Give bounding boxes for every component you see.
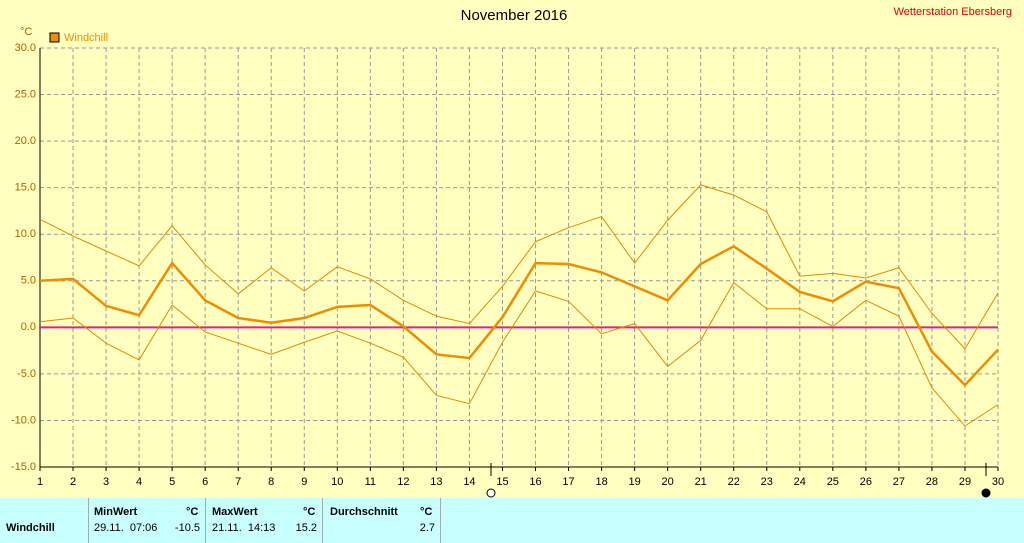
table-cell: [0, 498, 89, 543]
y-tick-label: 30.0: [15, 42, 36, 54]
x-tick-label: 8: [268, 476, 274, 488]
x-tick-label: 21: [695, 476, 707, 488]
legend-swatch: [49, 32, 60, 43]
table-header: Durchschnitt: [330, 506, 398, 518]
x-tick-label: 10: [331, 476, 343, 488]
y-tick-label: -10.0: [11, 414, 36, 426]
x-tick-label: 14: [463, 476, 475, 488]
background: [0, 0, 1024, 498]
y-tick-label: -15.0: [11, 461, 36, 473]
series-line: [39, 281, 999, 427]
legend-label: Windchill: [64, 32, 108, 44]
x-tick-label: 23: [761, 476, 773, 488]
x-tick-label: 18: [595, 476, 607, 488]
series-line: [39, 184, 999, 350]
x-tick-label: 24: [794, 476, 806, 488]
table-cell-text: 15.2: [295, 522, 317, 534]
x-tick-label: 17: [562, 476, 574, 488]
y-tick-label: 10.0: [15, 228, 36, 240]
y-tick-label: 5.0: [21, 275, 36, 287]
x-tick-label: 16: [529, 476, 541, 488]
x-tick-label: 20: [662, 476, 674, 488]
x-tick-label: 11: [365, 476, 376, 488]
table-header: °C: [303, 506, 316, 518]
y-tick-label: 25.0: [15, 88, 36, 100]
y-tick-label: 20.0: [15, 135, 36, 147]
x-tick-label: 4: [136, 476, 142, 488]
x-tick-label: 13: [430, 476, 442, 488]
table-cell: [88, 498, 206, 543]
x-tick-label: 6: [202, 476, 208, 488]
y-tick-label: -5.0: [17, 368, 36, 380]
x-tick-label: 19: [628, 476, 640, 488]
x-tick-label: 1: [37, 476, 43, 488]
chart-title: November 2016: [461, 7, 568, 24]
table-cell: [205, 498, 323, 543]
station-name: Wetterstation Ebersberg: [894, 6, 1012, 18]
y-tick-label: 15.0: [15, 182, 36, 194]
x-tick-label: 26: [860, 476, 872, 488]
stats-table: MinWert °C MaxWert °C Durchschnitt °C Wi…: [0, 498, 1024, 543]
x-tick-label: 30: [992, 476, 1004, 488]
table-cell-text: 2.7: [419, 522, 435, 534]
series-line: [39, 244, 999, 387]
x-tick-label: 22: [728, 476, 740, 488]
table-header: MinWert: [94, 506, 138, 518]
moon-symbol: [981, 488, 991, 498]
x-tick-label: 7: [235, 476, 241, 488]
table-cell-text: 29.11. 07:06: [94, 522, 158, 534]
x-tick-label: 28: [926, 476, 938, 488]
x-tick-label: 25: [827, 476, 839, 488]
moon-symbol: [486, 488, 496, 498]
y-tick-label: 0.0: [21, 321, 36, 333]
table-header: MaxWert: [212, 506, 258, 518]
x-tick-label: 5: [169, 476, 175, 488]
table-header: °C: [420, 506, 433, 518]
table-header: °C: [186, 506, 199, 518]
x-tick-label: 15: [496, 476, 508, 488]
x-tick-label: 29: [959, 476, 971, 488]
y-unit: °C: [20, 26, 32, 38]
x-tick-label: 2: [70, 476, 76, 488]
x-tick-label: 9: [301, 476, 307, 488]
x-tick-label: 27: [893, 476, 905, 488]
chart: November 2016 Wetterstation Ebersberg °C…: [0, 0, 1024, 498]
table-cell-text: 21.11. 14:13: [212, 522, 276, 534]
table-cell: [322, 498, 441, 543]
x-tick-label: 3: [103, 476, 109, 488]
row-label: Windchill: [6, 522, 55, 534]
table-cell-text: -10.5: [174, 522, 200, 534]
x-tick-label: 12: [397, 476, 409, 488]
